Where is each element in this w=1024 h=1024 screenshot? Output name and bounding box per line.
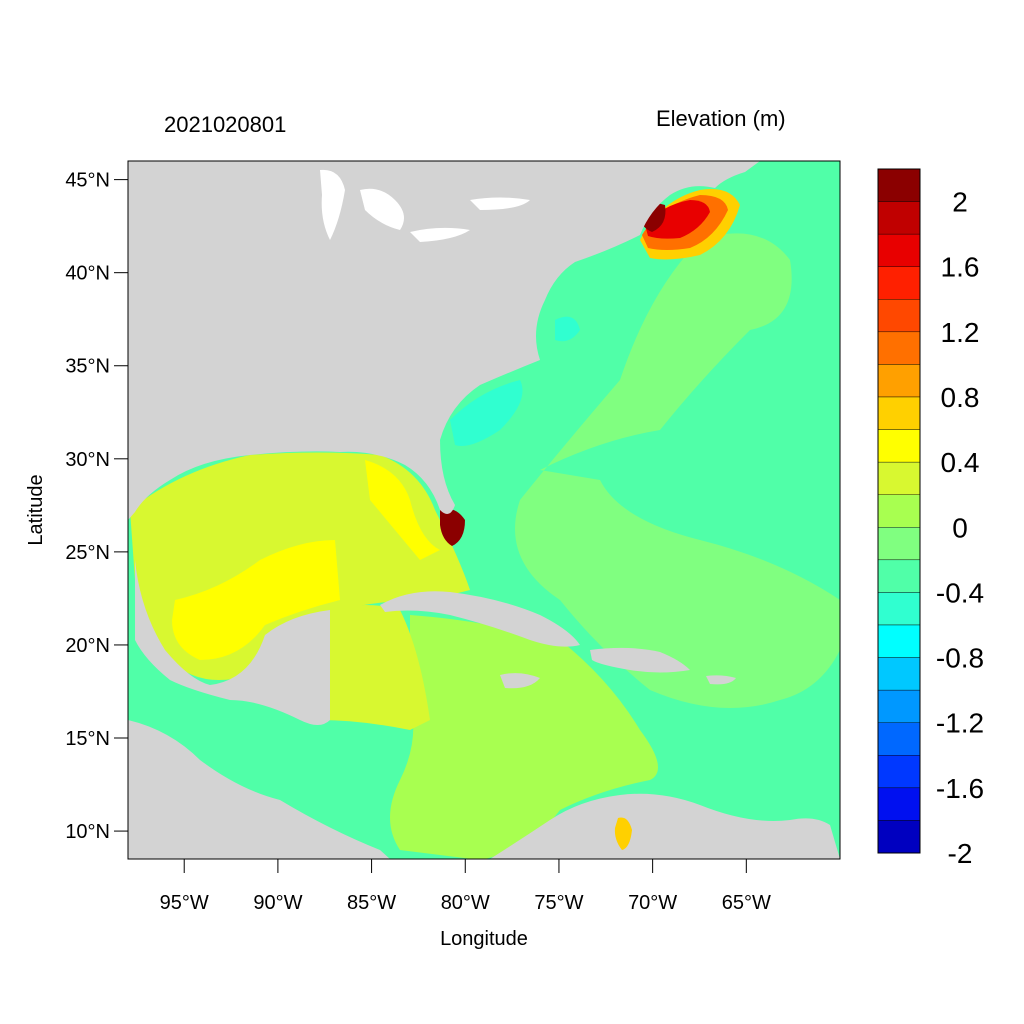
shelf-cyan-patch [450, 380, 523, 446]
atlantic-zero-zone [515, 233, 840, 709]
colorbar-swatch [877, 755, 921, 789]
colorbar-label: -0.8 [936, 643, 984, 674]
colorbar-label: -1.2 [936, 708, 984, 739]
mexico-central-america-land [128, 560, 390, 859]
x-tick-label: 85°W [347, 892, 396, 914]
colorbar-frame [877, 168, 921, 854]
shelf-cyan-patch-2 [555, 316, 580, 342]
y-axis: 45°N 40°N 35°N 30°N 25°N 20°N 15°N 10°N [65, 170, 128, 843]
y-tick-label: 30°N [65, 449, 110, 471]
hispaniola-land [590, 647, 690, 673]
colorbar-swatch [877, 299, 921, 333]
x-axis-label: Longitude [440, 928, 528, 950]
y-tick-label: 15°N [65, 728, 110, 750]
gulf-of-maine-surge-red [645, 200, 710, 239]
colorbar-label: 0.8 [941, 382, 980, 413]
jamaica-land [500, 673, 540, 689]
colorbar-swatch [877, 233, 921, 267]
colorbar-swatch [877, 266, 921, 300]
colorbar-swatch [877, 364, 921, 398]
colorbar-swatch [877, 396, 921, 430]
y-tick-label: 40°N [65, 263, 110, 285]
colorbar-swatch [877, 689, 921, 723]
colorbar-swatch [877, 201, 921, 235]
colorbar-swatch [877, 820, 921, 854]
gulf-yellow-core [172, 540, 340, 660]
colorbar-label: -0.4 [936, 577, 984, 608]
south-florida-surge [440, 508, 465, 546]
western-caribbean [320, 605, 430, 730]
great-lakes [320, 169, 530, 242]
colorbar-swatch [877, 527, 921, 561]
colorbar-swatch [877, 429, 921, 463]
x-tick-label: 75°W [534, 892, 583, 914]
colorbar-label: -2 [948, 838, 973, 869]
x-tick-label: 90°W [253, 892, 302, 914]
colorbar-swatch [877, 722, 921, 756]
colorbar-swatch [877, 461, 921, 495]
colorbar-swatch [877, 494, 921, 528]
colorbar-label: 0 [952, 512, 968, 543]
colorbar-swatch [877, 787, 921, 821]
colorbar-swatch [877, 624, 921, 658]
y-tick-label: 45°N [65, 170, 110, 192]
puerto-rico-land [706, 675, 736, 685]
cuba-land [380, 591, 580, 647]
north-america-land [128, 161, 760, 520]
x-tick-label: 95°W [160, 892, 209, 914]
lake-maracaibo [614, 817, 632, 850]
y-tick-label: 35°N [65, 356, 110, 378]
colorbar-swatch [877, 168, 921, 202]
x-axis: 95°W 90°W 85°W 80°W 75°W 70°W 65°W [160, 859, 771, 914]
colorbar-swatch [877, 559, 921, 593]
map-panel [128, 161, 840, 859]
y-axis-label: Latitude [25, 474, 47, 545]
colorbar-swatch [877, 657, 921, 691]
caribbean-sea [390, 615, 658, 859]
y-tick-label: 20°N [65, 635, 110, 657]
y-tick-label: 25°N [65, 542, 110, 564]
colorbar: 2 1.6 1.2 0.8 0.4 0 -0.4 -0.8 -1.2 -1.6 -2 [877, 168, 984, 869]
colorbar-label: -1.6 [936, 773, 984, 804]
map-frame [127, 160, 841, 860]
date-label: 2021020801 [164, 112, 287, 137]
x-tick-label: 70°W [628, 892, 677, 914]
x-tick-label: 80°W [441, 892, 490, 914]
colorbar-label: 0.4 [941, 447, 980, 478]
colorbar-swatch [877, 592, 921, 626]
florida-shelf-yellow [365, 460, 440, 560]
colorbar-label: 2 [952, 187, 968, 218]
colorbar-label: 1.2 [941, 317, 980, 348]
x-tick-label: 65°W [722, 892, 771, 914]
south-america-land [490, 793, 840, 859]
variable-label: Elevation (m) [656, 106, 786, 131]
colorbar-label: 1.6 [941, 252, 980, 283]
colorbar-swatch [877, 331, 921, 365]
y-tick-label: 10°N [65, 821, 110, 843]
